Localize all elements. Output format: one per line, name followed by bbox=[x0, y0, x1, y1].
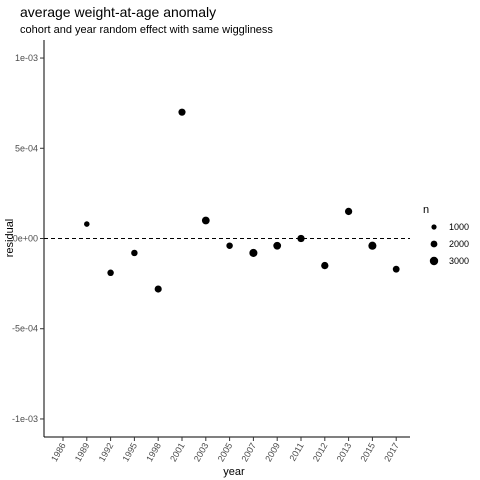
data-point bbox=[249, 249, 257, 257]
data-point bbox=[202, 217, 210, 225]
x-tick-label: 1986 bbox=[49, 441, 68, 463]
legend-key bbox=[431, 224, 436, 229]
y-tick-label: -1e-03 bbox=[12, 414, 38, 424]
x-tick-label: 1998 bbox=[144, 441, 163, 463]
legend-label: 1000 bbox=[449, 222, 469, 232]
data-point bbox=[368, 242, 376, 250]
data-point bbox=[107, 270, 113, 276]
data-point bbox=[273, 242, 281, 250]
data-point bbox=[178, 109, 185, 116]
x-tick-label: 2013 bbox=[335, 441, 354, 463]
data-point bbox=[345, 208, 352, 215]
x-tick-label: 2011 bbox=[287, 441, 305, 463]
x-tick-label: 1989 bbox=[73, 441, 92, 463]
data-point bbox=[84, 221, 90, 227]
legend-label: 3000 bbox=[449, 256, 469, 266]
x-tick-label: 1992 bbox=[97, 441, 116, 463]
x-tick-label: 1995 bbox=[120, 441, 139, 463]
y-axis-label: residual bbox=[4, 219, 16, 258]
legend-title: n bbox=[423, 204, 429, 216]
y-tick-label: 0e+00 bbox=[13, 234, 38, 244]
data-point bbox=[321, 262, 328, 269]
data-point bbox=[393, 266, 400, 273]
x-tick-label: 2005 bbox=[216, 441, 235, 463]
x-tick-label: 2009 bbox=[263, 441, 282, 463]
legend-key bbox=[431, 241, 438, 248]
x-tick-label: 2007 bbox=[239, 441, 258, 463]
data-point bbox=[155, 285, 162, 292]
legend: n 1000 2000 3000 bbox=[423, 204, 469, 266]
x-tick-label: 2015 bbox=[358, 441, 377, 463]
x-tick-label: 2012 bbox=[311, 441, 330, 463]
chart-title: average weight-at-age anomaly bbox=[20, 4, 216, 20]
y-tick-label: 5e-04 bbox=[15, 143, 38, 153]
y-tick-label: 1e-03 bbox=[15, 53, 38, 63]
data-point bbox=[131, 250, 137, 256]
x-tick-label: 2003 bbox=[192, 441, 211, 463]
y-tick-label: -5e-04 bbox=[12, 324, 38, 334]
x-axis-label: year bbox=[223, 466, 245, 478]
x-tick-label: 2017 bbox=[382, 441, 401, 463]
data-point bbox=[297, 235, 304, 242]
data-point bbox=[226, 242, 232, 248]
legend-key bbox=[430, 257, 438, 265]
chart-subtitle: cohort and year random effect with same … bbox=[20, 24, 273, 36]
legend-label: 2000 bbox=[449, 239, 469, 249]
x-tick-label: 2001 bbox=[168, 441, 187, 463]
